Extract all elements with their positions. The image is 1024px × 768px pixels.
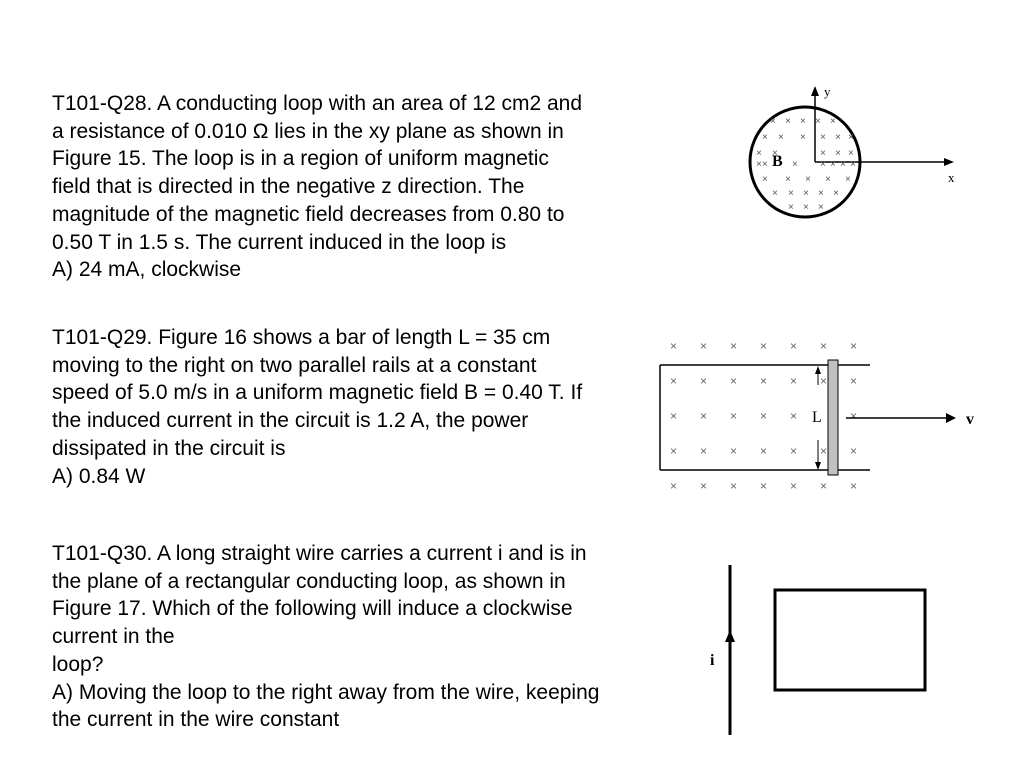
q30-body: T101-Q30. A long straight wire carries a… (52, 542, 587, 648)
svg-text:×: × (730, 339, 737, 353)
svg-text:×: × (850, 409, 857, 423)
svg-text:×: × (762, 132, 768, 143)
q30-answer: A) Moving the loop to the right away fro… (52, 681, 599, 732)
svg-text:×: × (730, 374, 737, 388)
svg-text:×: × (800, 116, 806, 127)
y-axis-label: y (824, 84, 831, 99)
svg-text:×: × (760, 339, 767, 353)
x-axis-label: x (948, 170, 955, 185)
svg-text:×: × (760, 374, 767, 388)
svg-text:×: × (815, 116, 821, 127)
svg-text:×: × (835, 132, 841, 143)
svg-text:×: × (820, 374, 827, 388)
svg-text:×: × (790, 479, 797, 493)
svg-text:×: × (700, 444, 707, 458)
svg-text:×: × (820, 444, 827, 458)
question-28: T101-Q28. A conducting loop with an area… (52, 90, 592, 284)
svg-text:×: × (825, 174, 831, 185)
svg-text:×: × (833, 188, 839, 199)
svg-text:×: × (790, 374, 797, 388)
question-30: T101-Q30. A long straight wire carries a… (52, 540, 612, 734)
q29-svg: × × × × × × × × × × × × × × × × × × × × × × × × × × × × × × × × × × L… (650, 330, 1000, 510)
svg-text:×: × (772, 188, 778, 199)
svg-text:×: × (760, 479, 767, 493)
svg-text:×: × (805, 174, 811, 185)
svg-text:×: × (818, 202, 824, 213)
q29-answer: A) 0.84 W (52, 465, 145, 488)
svg-text:×: × (790, 339, 797, 353)
svg-text:×: × (700, 374, 707, 388)
q28-text: T101-Q28. A conducting loop with an area… (52, 90, 592, 284)
q30-svg: i (700, 560, 960, 740)
svg-text:×: × (835, 148, 841, 159)
svg-text:×: × (700, 409, 707, 423)
svg-text:×: × (848, 132, 854, 143)
svg-text:×: × (670, 374, 677, 388)
length-label: L (812, 409, 822, 426)
svg-text:×: × (756, 148, 762, 159)
q30-figure: i (700, 560, 960, 745)
svg-text:×: × (830, 116, 836, 127)
svg-text:×: × (790, 444, 797, 458)
svg-text:×: × (820, 339, 827, 353)
svg-text:×: × (850, 444, 857, 458)
q28-figure: y x ××××× ×××××× ××××× ××××××× ××××× ×××… (700, 82, 980, 257)
svg-text:×: × (830, 159, 836, 170)
q28-answer: A) 24 mA, clockwise (52, 258, 241, 281)
svg-text:×: × (670, 339, 677, 353)
q29-body: T101-Q29. Figure 16 shows a bar of lengt… (52, 326, 582, 460)
svg-text:×: × (730, 444, 737, 458)
svg-text:×: × (790, 409, 797, 423)
svg-text:×: × (730, 479, 737, 493)
svg-text:×: × (820, 159, 826, 170)
field-label: B (772, 153, 783, 170)
svg-text:×: × (803, 202, 809, 213)
svg-text:×: × (845, 174, 851, 185)
svg-text:×: × (762, 159, 768, 170)
svg-text:×: × (760, 409, 767, 423)
svg-text:×: × (788, 202, 794, 213)
svg-text:×: × (792, 159, 798, 170)
svg-text:×: × (700, 479, 707, 493)
svg-text:×: × (700, 339, 707, 353)
svg-text:×: × (670, 479, 677, 493)
q29-figure: × × × × × × × × × × × × × × × × × × × × × × × × × × × × × × × × × × L… (650, 330, 1000, 515)
svg-text:×: × (850, 159, 856, 170)
svg-text:×: × (840, 159, 846, 170)
svg-text:×: × (800, 132, 806, 143)
q28-svg: y x ××××× ×××××× ××××× ××××××× ××××× ×××… (700, 82, 980, 252)
svg-text:×: × (670, 409, 677, 423)
svg-text:×: × (820, 148, 826, 159)
svg-text:×: × (850, 374, 857, 388)
svg-text:×: × (670, 444, 677, 458)
svg-text:×: × (820, 132, 826, 143)
svg-text:×: × (820, 479, 827, 493)
svg-text:×: × (848, 148, 854, 159)
q30-text: T101-Q30. A long straight wire carries a… (52, 540, 612, 734)
q28-body: T101-Q28. A conducting loop with an area… (52, 92, 582, 254)
svg-text:×: × (760, 444, 767, 458)
svg-text:×: × (770, 116, 776, 127)
svg-text:×: × (803, 188, 809, 199)
velocity-label: v (966, 411, 974, 428)
svg-text:×: × (785, 174, 791, 185)
svg-text:×: × (850, 339, 857, 353)
svg-text:×: × (788, 188, 794, 199)
svg-text:×: × (762, 174, 768, 185)
current-label: i (710, 652, 715, 669)
svg-text:×: × (818, 188, 824, 199)
svg-text:×: × (778, 132, 784, 143)
question-29: T101-Q29. Figure 16 shows a bar of lengt… (52, 324, 592, 490)
svg-text:×: × (850, 479, 857, 493)
q30-body2: loop? (52, 653, 103, 676)
svg-text:×: × (785, 116, 791, 127)
q29-text: T101-Q29. Figure 16 shows a bar of lengt… (52, 324, 592, 490)
svg-text:×: × (730, 409, 737, 423)
